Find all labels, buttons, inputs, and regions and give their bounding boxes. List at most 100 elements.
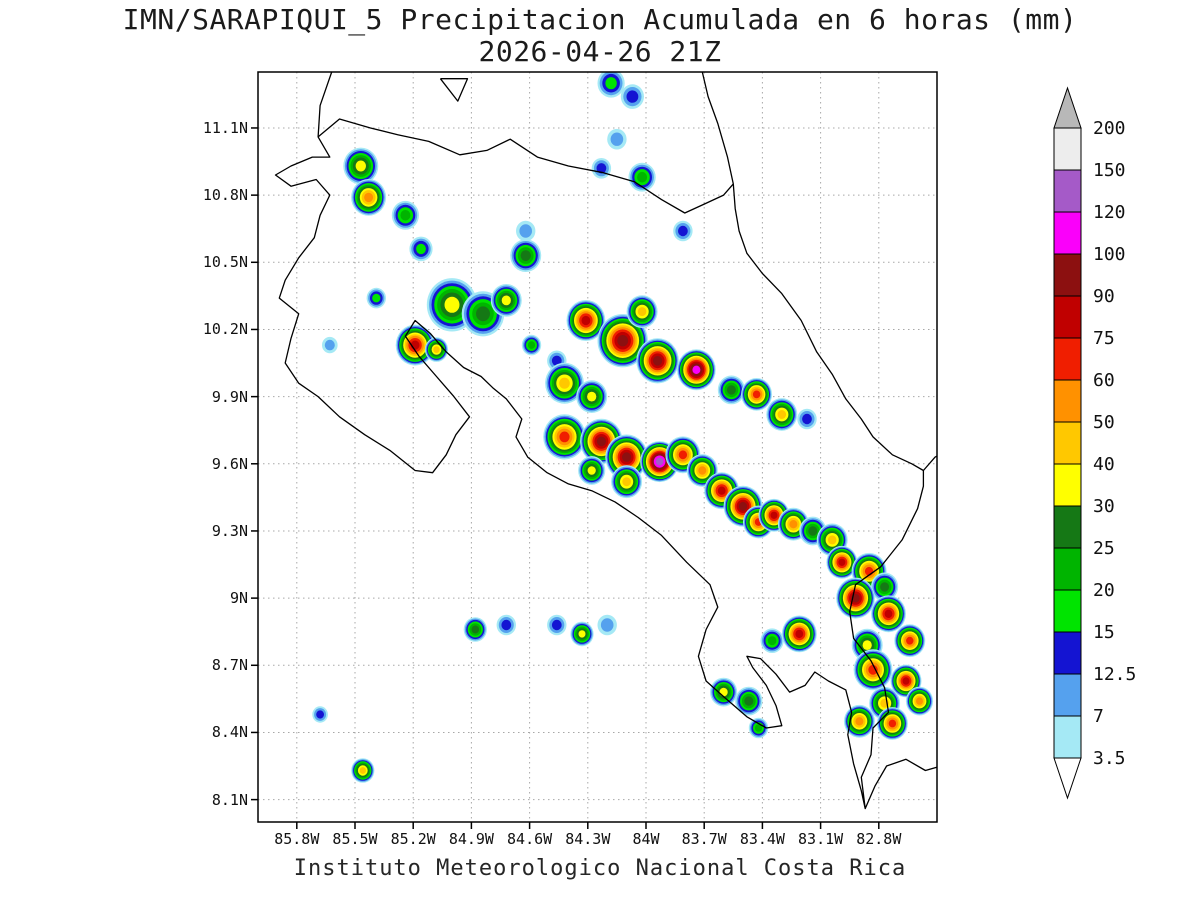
colorbar-box	[1053, 253, 1082, 297]
map-plot	[251, 71, 938, 829]
colorbar-box	[1053, 295, 1082, 339]
precip-ring	[605, 77, 617, 90]
precip-ring	[501, 619, 512, 631]
precip-ring	[551, 355, 562, 366]
precip-ring	[600, 618, 614, 632]
precip-ring	[324, 339, 335, 351]
x-axis-label: 84.3W	[565, 830, 611, 848]
precip-ring	[581, 315, 591, 326]
precip-ring	[692, 365, 701, 374]
precip-ring	[637, 307, 647, 317]
precip-ring	[698, 466, 707, 475]
colorbar-tick-label: 20	[1093, 580, 1115, 601]
coastlines	[274, 72, 937, 810]
y-axis-label: 9N	[229, 589, 248, 608]
precip-ring	[789, 520, 798, 529]
colorbar: 200 150 120 100 90 75 60 50 40 30 25 20 15 12.5 7 3.5	[1053, 86, 1136, 800]
colorbar-tick-label: 100	[1093, 244, 1126, 265]
precip-ring	[519, 224, 532, 238]
y-axis-label: 8.7N	[211, 656, 248, 675]
x-axis-label: 85.2W	[390, 830, 436, 848]
coastline-path	[864, 758, 937, 809]
precip-ring	[717, 486, 726, 495]
colorbar-box	[1053, 379, 1082, 423]
colorbar-box	[1053, 589, 1082, 633]
x-axis-label: 85.5W	[332, 830, 378, 848]
precip-ring	[559, 377, 570, 389]
precip-ring	[520, 250, 531, 261]
colorbar-box	[1053, 673, 1082, 717]
x-axis-label: 83.1W	[798, 830, 844, 848]
precip-ring	[587, 391, 597, 402]
colorbar-box	[1053, 463, 1082, 507]
precip-ring	[637, 171, 648, 183]
y-axis-label: 8.1N	[211, 790, 248, 809]
colorbar-box	[1053, 505, 1082, 549]
precip-ring	[559, 431, 570, 443]
colorbar-tick-label: 150	[1093, 160, 1126, 181]
precip-ring	[888, 719, 897, 728]
precip-ring	[678, 450, 688, 460]
colorbar-box	[1053, 127, 1082, 171]
y-axis-label: 9.3N	[211, 521, 248, 540]
chart-title-line1: IMN/SARAPIQUI_5 Precipitacion Acumulada …	[122, 3, 1078, 36]
precip-ring	[719, 687, 728, 697]
colorbar-tick-label: 12.5	[1093, 664, 1136, 685]
precip-ring	[777, 410, 787, 419]
precip-ring	[617, 335, 629, 347]
coastline-path	[317, 118, 734, 214]
precip-ring	[596, 436, 606, 447]
colorbar-box	[1053, 421, 1082, 465]
y-axis-label: 8.4N	[211, 723, 248, 742]
precip-ring	[906, 636, 914, 645]
precip-ring	[767, 636, 777, 646]
x-axis-label: 84W	[632, 830, 660, 848]
axis-ticks	[251, 127, 880, 829]
precip-ring	[855, 717, 864, 726]
precipitation-cells	[312, 72, 934, 783]
precip-ring	[551, 619, 562, 631]
precip-ring	[476, 306, 490, 322]
precip-ring	[808, 526, 818, 536]
x-axis-label: 82.8W	[856, 830, 902, 848]
colorbar-tick-label: 200	[1093, 118, 1126, 139]
precip-ring	[622, 477, 631, 487]
colorbar-tick-label: 120	[1093, 202, 1126, 223]
precip-ring	[862, 640, 872, 650]
precip-ring	[838, 558, 846, 566]
precip-ring	[744, 696, 754, 706]
precip-ring	[827, 535, 837, 545]
colorbar-box	[1053, 211, 1082, 255]
precip-ring	[884, 609, 893, 618]
precip-ring	[501, 295, 511, 306]
y-axis-label: 9.6N	[211, 454, 248, 473]
coastline-path	[922, 455, 937, 471]
x-axis-label: 85.8W	[274, 830, 320, 848]
chart-title-line2: 2026-04-26 21Z	[478, 35, 722, 68]
precip-ring	[653, 356, 663, 366]
map-layers	[258, 72, 937, 822]
colorbar-tick-label: 3.5	[1093, 748, 1126, 769]
colorbar-over-triangle	[1053, 86, 1082, 129]
colorbar-tick-label: 90	[1093, 286, 1115, 307]
y-axis-label: 10.5N	[202, 253, 248, 272]
colorbar-tick-label: 15	[1093, 622, 1115, 643]
x-axis-label: 84.9W	[448, 830, 494, 848]
colorbar-box	[1053, 547, 1082, 591]
coastline-path	[274, 72, 925, 810]
source-caption: Instituto Meteorologico Nacional Costa R…	[293, 856, 907, 881]
y-axis-label: 11.1N	[202, 118, 248, 137]
precip-ring	[364, 192, 374, 203]
y-axis-label: 10.2N	[202, 320, 248, 339]
precip-ring	[880, 582, 890, 592]
precip-ring	[610, 132, 624, 146]
precip-ring	[433, 346, 440, 353]
precip-ring	[770, 511, 778, 519]
precip-ring	[444, 296, 460, 313]
colorbar-tick-label: 40	[1093, 454, 1115, 475]
plot-frame	[257, 71, 938, 823]
precip-ring	[802, 413, 812, 425]
colorbar-box	[1053, 169, 1082, 213]
precip-ring	[726, 385, 736, 395]
